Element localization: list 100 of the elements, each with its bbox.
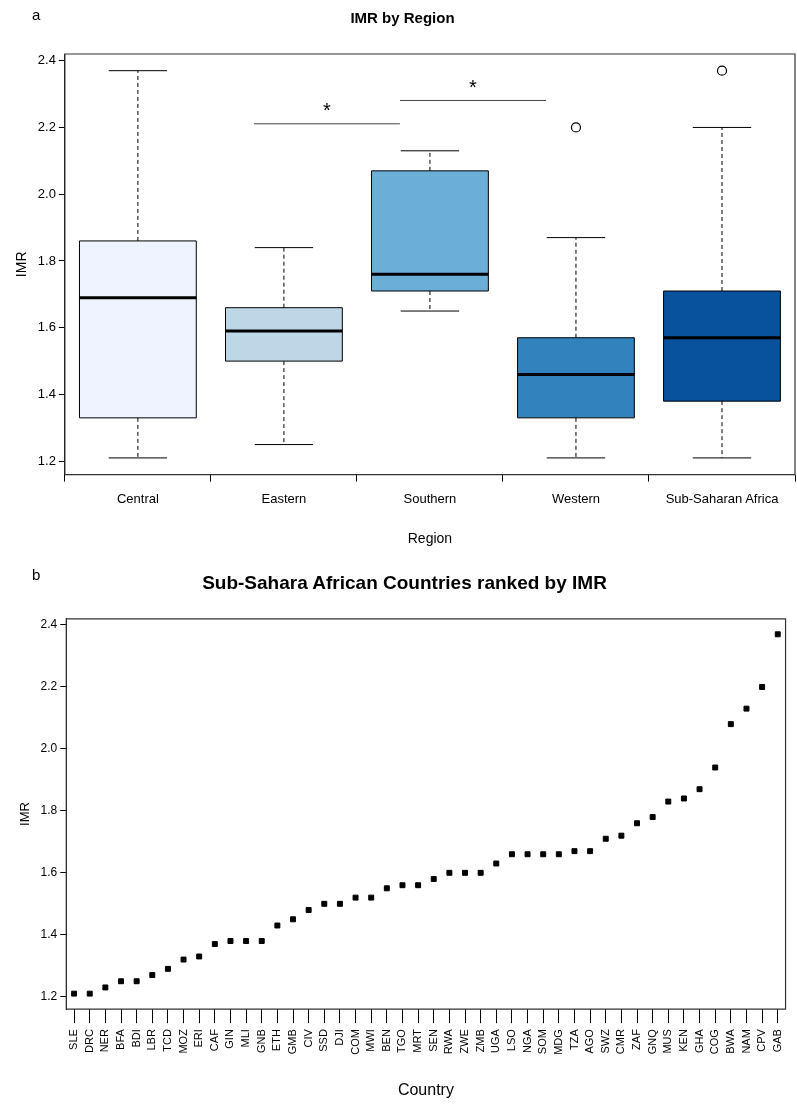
point (727, 721, 734, 728)
point (696, 786, 703, 793)
point (508, 851, 515, 858)
point (352, 894, 359, 901)
x-tick-label: GHA (692, 1028, 705, 1053)
x-tick-label: NER (98, 1029, 111, 1053)
y-tick-label: 2.4 (40, 617, 58, 632)
x-tick-label: SOM (536, 1029, 549, 1055)
x-tick-label: MDG (551, 1029, 564, 1055)
point (665, 798, 672, 805)
point (743, 705, 750, 712)
y-tick-label: 2.4 (37, 52, 56, 68)
point (399, 882, 406, 889)
x-tick-label: BEN (379, 1029, 392, 1052)
point (368, 894, 375, 901)
point (383, 885, 390, 892)
point (258, 938, 265, 944)
x-tick-label: SSD (317, 1029, 330, 1052)
y-tick-label: 1.4 (37, 386, 56, 402)
point (86, 990, 93, 997)
x-tick-label: SLE (67, 1029, 80, 1050)
y-tick-label: 1.6 (37, 319, 56, 335)
x-tick-label: ZMB (473, 1029, 486, 1053)
point (462, 869, 468, 876)
point (430, 876, 437, 882)
point (587, 848, 594, 855)
point (634, 820, 640, 827)
y-axis-title: IMR (13, 251, 30, 278)
x-tick-label: CAF (207, 1028, 220, 1052)
x-tick-label: NGA (520, 1028, 533, 1053)
point (274, 922, 281, 929)
x-tick-label: COG (708, 1029, 721, 1055)
x-axis-title: Country (397, 1080, 454, 1098)
point (680, 795, 687, 802)
annotation: * (469, 75, 478, 98)
x-tick-label: BDI (129, 1029, 142, 1048)
point (71, 990, 78, 997)
point (305, 907, 312, 913)
x-tick-label: ZAF (630, 1028, 643, 1050)
x-tick-label: SEN (426, 1029, 439, 1052)
point (540, 851, 547, 858)
x-tick-label: ERI (192, 1029, 205, 1048)
x-tick-label: MLI (239, 1029, 252, 1048)
x-tick-label: BFA (114, 1028, 127, 1050)
point (336, 900, 343, 907)
x-tick-label: NAM (739, 1029, 752, 1054)
x-tick-label: COM (348, 1029, 361, 1055)
text: b (32, 565, 41, 583)
x-tick-label: DRC (82, 1029, 95, 1053)
chart-title: IMR by Region (350, 9, 455, 27)
x-tick-label: TCD (160, 1029, 173, 1052)
point (446, 869, 453, 876)
x-tick-label: ETH (270, 1029, 283, 1052)
x-tick-label: ZWE (458, 1029, 471, 1054)
x-tick-label: CMR (614, 1029, 627, 1055)
x-tick-label: DJI (332, 1029, 345, 1046)
x-tick-label: SWZ (598, 1028, 611, 1054)
annotation: * (323, 99, 332, 122)
point (321, 900, 328, 907)
x-tick-label: Eastern (261, 490, 307, 506)
x-tick-label: GNB (254, 1029, 267, 1053)
point (227, 938, 234, 944)
y-tick-label: 2.2 (37, 119, 56, 135)
x-tick-label: LSO (504, 1028, 517, 1052)
point (415, 882, 422, 889)
y-tick-label: 1.6 (40, 865, 58, 880)
x-tick-label: GIN (223, 1029, 236, 1049)
chart-title: Sub-Sahara African Countries ranked by IMR (202, 571, 608, 593)
point (602, 835, 609, 842)
y-tick-label: 1.2 (37, 452, 56, 468)
text: a (32, 5, 41, 23)
x-axis-title: Region (407, 530, 453, 547)
point (243, 938, 250, 944)
x-tick-label: MOZ (176, 1028, 189, 1054)
y-tick-label: 2.0 (37, 185, 56, 201)
x-tick-label: CIV (301, 1028, 314, 1048)
y-tick-label: 1.8 (40, 803, 58, 818)
x-tick-label: GAB (770, 1029, 783, 1053)
x-tick-label: CPV (755, 1028, 768, 1052)
y-tick-label: 2.2 (40, 679, 58, 694)
point (555, 851, 562, 858)
point (180, 956, 187, 963)
point (493, 860, 500, 867)
x-tick-label: Southern (403, 490, 457, 506)
point (477, 869, 484, 876)
y-tick-label: 1.8 (37, 252, 56, 268)
x-tick-label: MUS (661, 1029, 674, 1054)
point (571, 848, 578, 855)
x-tick-label: KEN (676, 1029, 689, 1052)
x-tick-label: MWI (364, 1029, 377, 1052)
point (712, 764, 719, 771)
x-tick-label: GNQ (645, 1028, 658, 1055)
point (133, 978, 140, 985)
point (149, 972, 156, 979)
point (211, 941, 218, 948)
point (649, 814, 656, 821)
x-tick-label: UGA (489, 1028, 502, 1053)
point (196, 953, 203, 960)
x-tick-label: Central (116, 490, 159, 506)
x-tick-label: MRT (411, 1028, 424, 1053)
